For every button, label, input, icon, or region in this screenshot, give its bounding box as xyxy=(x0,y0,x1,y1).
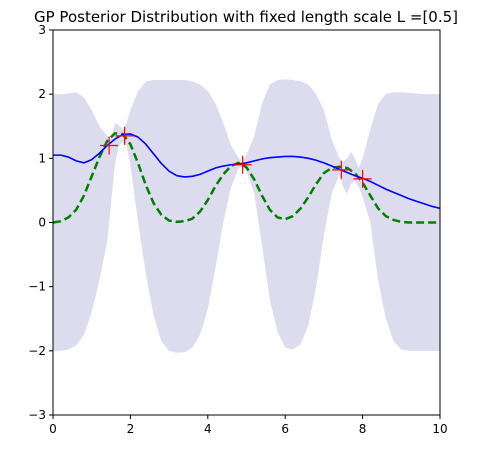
y-tick-label: −3 xyxy=(28,408,46,422)
y-tick-label: 2 xyxy=(38,87,46,101)
y-tick-label: 1 xyxy=(38,151,46,165)
chart-title: GP Posterior Distribution with fixed len… xyxy=(34,8,458,26)
y-tick-label: 3 xyxy=(38,23,46,37)
plot-area xyxy=(53,79,440,353)
y-tick-label: −1 xyxy=(28,280,46,294)
posterior-mean-line xyxy=(53,133,440,210)
observation-marker xyxy=(115,126,134,145)
x-tick-label: 10 xyxy=(432,422,447,436)
observation-marker xyxy=(353,169,372,188)
y-tick-label: 0 xyxy=(38,216,46,230)
x-tick-label: 4 xyxy=(204,422,212,436)
true-function-line xyxy=(53,132,440,224)
confidence-band xyxy=(53,79,440,353)
observation-marker xyxy=(332,160,351,179)
observation-marker xyxy=(233,155,252,174)
axes: 0 2 4 6 8 10 −3 −2 −1 0 1 2 3 xyxy=(28,23,447,436)
y-tick-label: −2 xyxy=(28,344,46,358)
x-tick-label: 0 xyxy=(49,422,57,436)
plot-series-group xyxy=(53,79,440,353)
x-tick-label: 6 xyxy=(281,422,289,436)
observation-marker xyxy=(100,136,119,155)
x-tick-label: 8 xyxy=(359,422,367,436)
x-tick-label: 2 xyxy=(127,422,135,436)
